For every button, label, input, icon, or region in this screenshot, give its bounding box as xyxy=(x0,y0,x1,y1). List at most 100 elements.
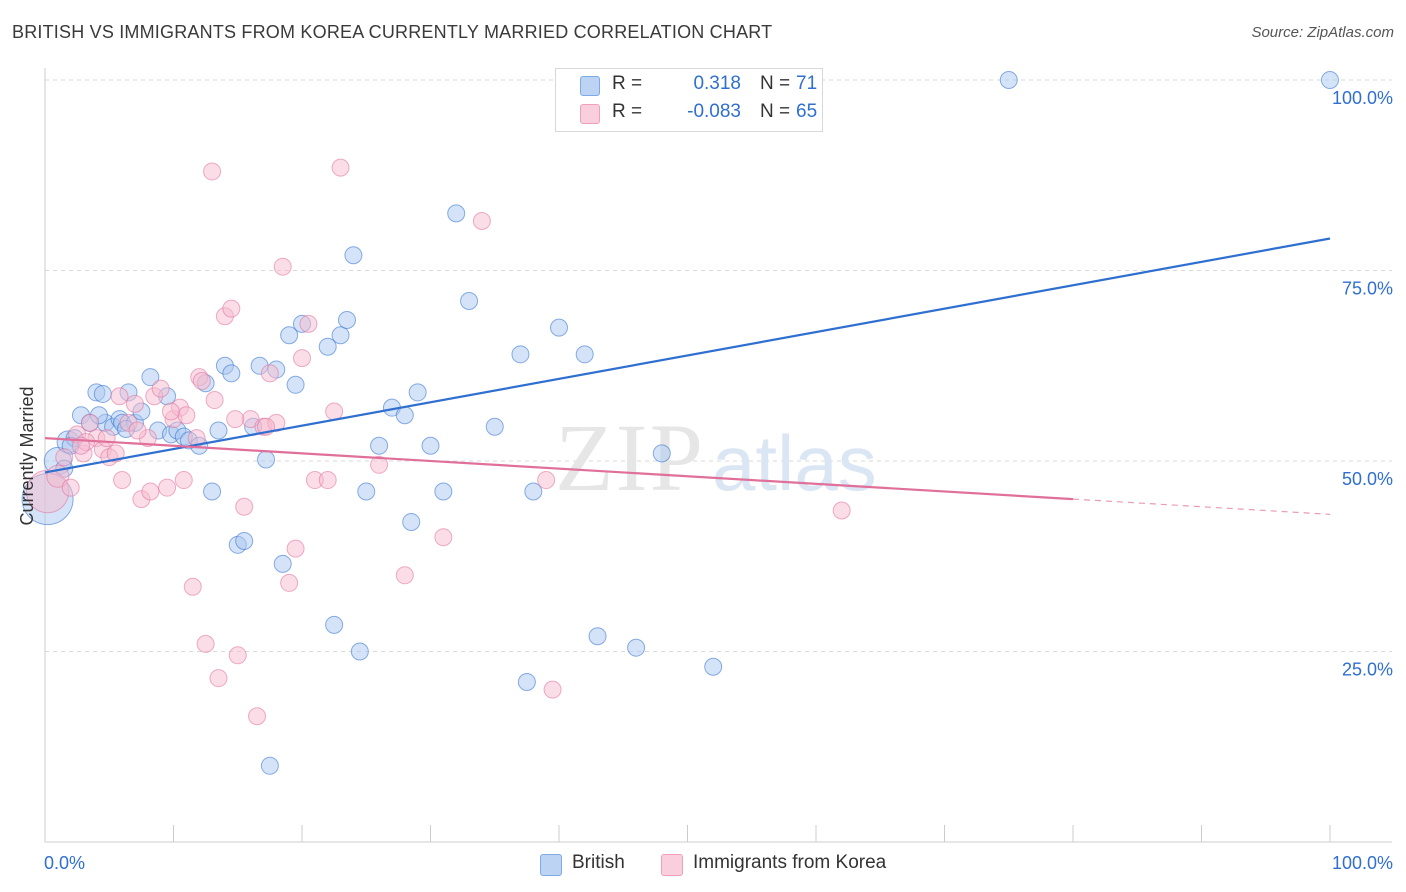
x-tick-label: 100.0% xyxy=(1332,853,1393,873)
korea-point xyxy=(174,471,193,490)
korea-point xyxy=(151,379,170,398)
korea-point xyxy=(832,501,851,520)
legend-n-value: 71 xyxy=(796,73,818,94)
korea-point xyxy=(228,646,247,665)
korea-point xyxy=(141,482,160,501)
korea-point xyxy=(203,162,222,181)
korea-point xyxy=(55,448,74,467)
trend-lines xyxy=(44,237,1331,515)
stats-legend: R = 0.318 N = 71 R = -0.083 N = 65 xyxy=(555,68,823,132)
legend-n-value: 65 xyxy=(796,101,818,122)
legend-swatch-british xyxy=(580,76,600,96)
british-point xyxy=(1321,71,1339,89)
korea-point xyxy=(110,387,129,406)
british-point xyxy=(395,406,414,425)
british-point xyxy=(257,450,276,469)
korea-point xyxy=(196,634,215,653)
data-points xyxy=(21,71,1339,775)
korea-point xyxy=(280,573,299,592)
british-point xyxy=(344,246,363,265)
korea-point xyxy=(286,539,305,558)
british-point xyxy=(337,311,356,330)
british-point xyxy=(511,345,530,364)
british-point xyxy=(588,627,607,646)
korea-point xyxy=(293,349,311,368)
korea-trend-extension xyxy=(1072,498,1331,515)
british-point xyxy=(447,204,466,223)
british-point xyxy=(999,71,1018,89)
legend-r-value: -0.083 xyxy=(687,101,741,122)
korea-point xyxy=(325,402,344,421)
british-point xyxy=(141,368,160,387)
korea-point xyxy=(192,371,211,390)
source-label: Source: ZipAtlas.com xyxy=(1251,24,1394,41)
korea-point xyxy=(177,406,196,425)
british-point xyxy=(350,642,369,661)
korea-point xyxy=(222,299,241,318)
x-tick-label: 0.0% xyxy=(44,853,85,873)
legend-r-value: 0.318 xyxy=(693,73,741,94)
y-tick-label: 25.0% xyxy=(1342,660,1393,680)
korea-point xyxy=(106,444,125,463)
british-point xyxy=(402,512,421,531)
british-point xyxy=(550,318,568,337)
british-point xyxy=(517,672,536,691)
korea-point xyxy=(205,391,224,410)
korea-point xyxy=(370,455,389,474)
bottom-legend-label-british: British xyxy=(572,852,625,873)
korea-point xyxy=(125,394,144,413)
korea-point xyxy=(260,364,279,383)
korea-point xyxy=(318,471,337,490)
y-axis-label: Currently Married xyxy=(17,386,37,525)
y-tick-label: 100.0% xyxy=(1332,88,1393,108)
korea-trend-line xyxy=(44,437,1074,501)
korea-point xyxy=(161,402,180,421)
korea-point xyxy=(331,158,350,177)
grid-lines xyxy=(45,79,1392,652)
korea-point xyxy=(128,421,147,440)
british-point xyxy=(93,384,112,403)
british-point xyxy=(235,532,254,551)
tick-labels: 25.0% 50.0% 75.0% 100.0% 0.0% 100.0% xyxy=(44,88,1393,873)
korea-point xyxy=(273,257,292,276)
korea-point xyxy=(299,314,318,333)
bottom-legend-swatch-british xyxy=(540,854,562,876)
korea-point xyxy=(183,577,202,596)
korea-point xyxy=(434,528,453,547)
korea-point xyxy=(158,478,177,497)
british-point xyxy=(460,291,479,310)
british-point xyxy=(222,364,241,383)
british-point xyxy=(370,436,389,455)
british-point xyxy=(524,482,543,501)
watermark-atlas: atlas xyxy=(712,419,877,507)
korea-point xyxy=(248,707,267,726)
legend-swatch-korea xyxy=(580,104,600,124)
korea-point xyxy=(537,471,556,490)
korea-point xyxy=(209,669,228,688)
korea-point xyxy=(113,471,132,490)
bottom-legend-label-korea: Immigrants from Korea xyxy=(693,852,887,873)
british-point xyxy=(652,444,671,463)
korea-point xyxy=(80,413,99,432)
bottom-legend-swatch-korea xyxy=(661,854,683,876)
british-point xyxy=(209,421,228,440)
legend-n-label: N = xyxy=(760,101,791,122)
british-point xyxy=(434,482,453,501)
british-point xyxy=(627,638,646,657)
british-point xyxy=(421,436,440,455)
legend-n-label: N = xyxy=(760,73,791,94)
legend-r-label: R = xyxy=(612,73,643,94)
korea-point xyxy=(226,410,245,429)
british-point xyxy=(704,657,723,676)
axes xyxy=(44,68,1392,843)
british-point xyxy=(408,383,427,402)
y-tick-label: 75.0% xyxy=(1342,279,1393,299)
british-point xyxy=(331,326,350,345)
british-point xyxy=(318,337,337,356)
korea-point xyxy=(543,680,562,699)
british-point xyxy=(273,554,292,573)
british-point xyxy=(280,326,299,345)
korea-point xyxy=(472,211,491,230)
british-point xyxy=(203,482,222,501)
